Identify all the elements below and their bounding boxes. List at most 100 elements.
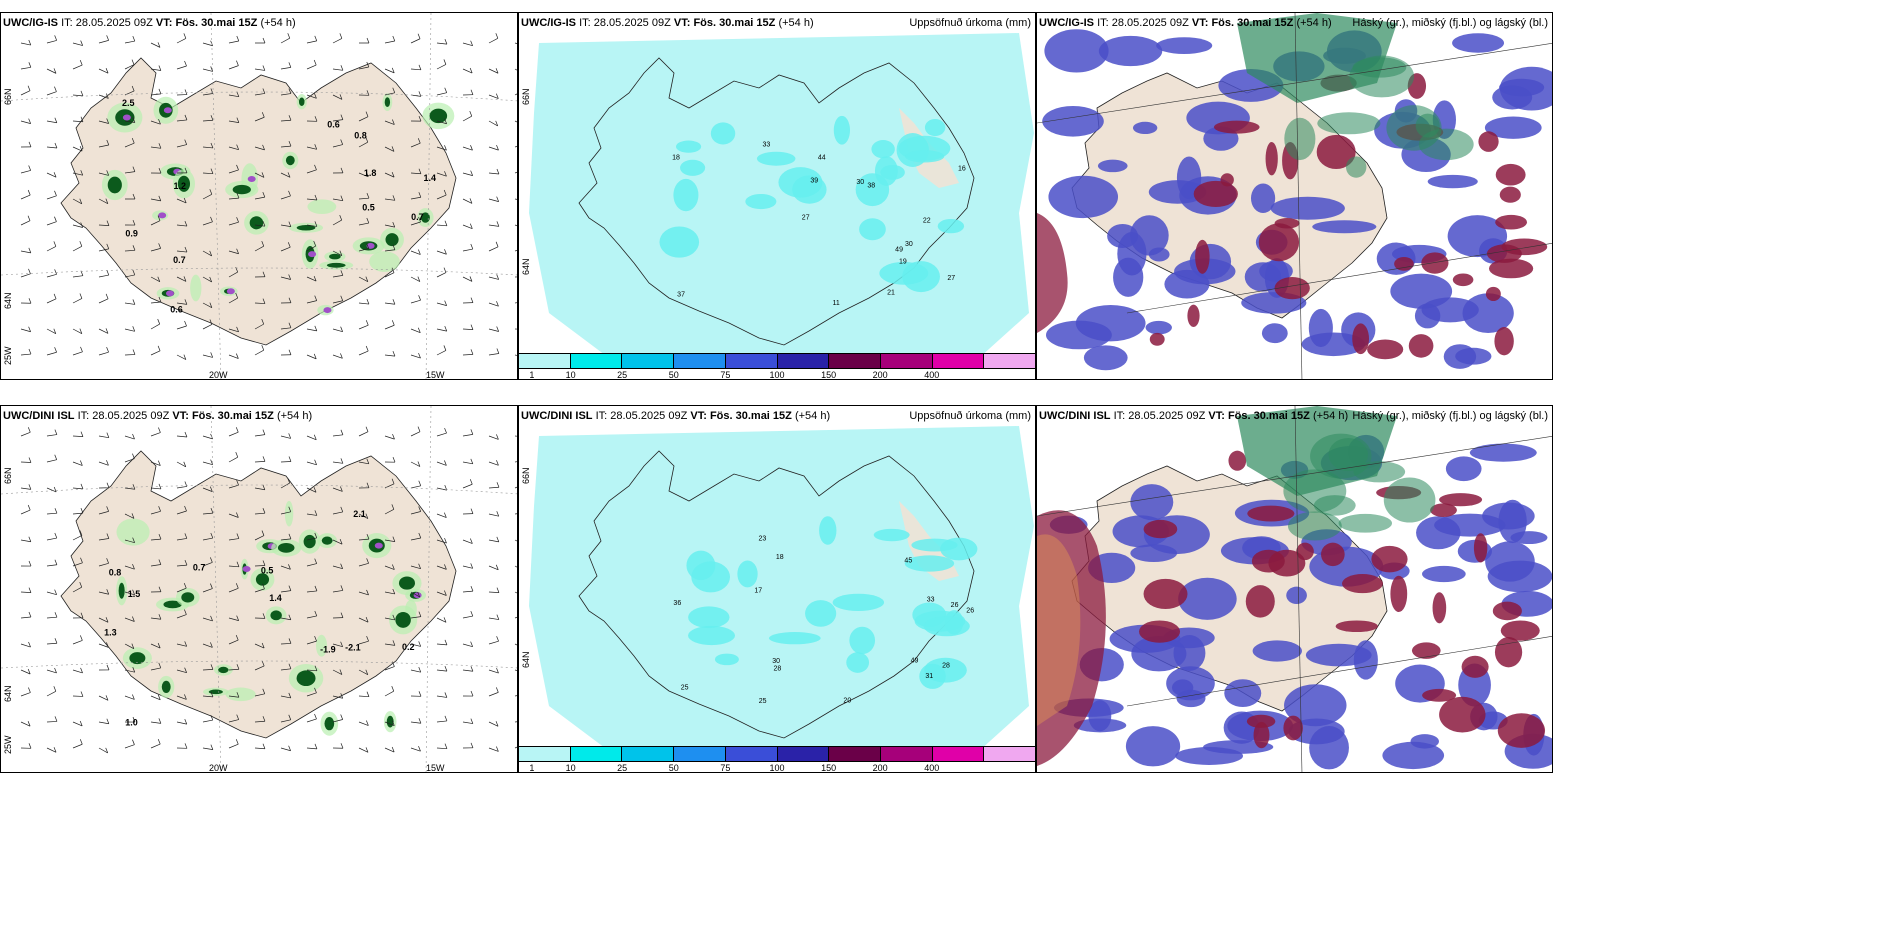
low-cloud bbox=[1175, 747, 1243, 765]
wind-barb-flag bbox=[183, 33, 187, 39]
valid-time: Fös. 30.mai 15Z bbox=[191, 410, 274, 422]
precip-value: 27 bbox=[947, 275, 955, 282]
wind-barb bbox=[228, 146, 239, 150]
wind-barb-flag bbox=[496, 434, 499, 440]
wind-barb-flag bbox=[106, 533, 110, 539]
wind-barb-flag bbox=[418, 532, 422, 539]
wind-barb-flag bbox=[184, 60, 187, 67]
scale-tick-label: 1 bbox=[529, 763, 535, 773]
wind-barb-flag bbox=[496, 196, 499, 202]
lat-label-64: 64N bbox=[521, 651, 531, 668]
wind-barb bbox=[228, 94, 239, 98]
wind-barb bbox=[436, 350, 447, 356]
dark-green-patch bbox=[277, 542, 295, 553]
wind-barb-flag bbox=[391, 171, 395, 178]
wind-barb bbox=[280, 617, 291, 621]
low-cloud bbox=[1452, 33, 1505, 53]
wind-barb-flag bbox=[157, 642, 161, 649]
wind-barb-flag bbox=[470, 508, 474, 514]
wind-barb-flag bbox=[470, 563, 474, 569]
lon-label-25: 25W bbox=[3, 346, 13, 365]
wind-barb bbox=[514, 591, 517, 594]
lat-line-66 bbox=[1, 484, 517, 495]
dark-green-patch bbox=[326, 262, 346, 268]
value-label: 2.1 bbox=[353, 509, 366, 519]
wind-barb bbox=[150, 198, 161, 202]
wind-barb-flag bbox=[79, 739, 83, 745]
wind-barb-flag bbox=[340, 353, 343, 359]
wind-barb bbox=[488, 747, 499, 752]
mid-cloud bbox=[1195, 239, 1210, 274]
wind-barb bbox=[410, 38, 421, 44]
wind-barb-flag bbox=[28, 743, 32, 749]
dark-green-patch bbox=[321, 536, 333, 545]
wind-barb bbox=[462, 42, 473, 47]
wind-barb bbox=[306, 40, 317, 44]
wind-barb-flag bbox=[262, 144, 265, 151]
wind-barb bbox=[20, 721, 31, 727]
wind-barb bbox=[306, 669, 317, 672]
wind-barb-flag bbox=[106, 482, 110, 488]
wind-barb bbox=[280, 482, 290, 489]
wind-barb bbox=[280, 224, 291, 227]
wind-barb bbox=[20, 669, 31, 675]
wind-barb-flag bbox=[469, 67, 473, 74]
wind-barb bbox=[20, 66, 31, 70]
wind-barb bbox=[488, 435, 499, 440]
wind-barb bbox=[228, 197, 239, 200]
wind-barb bbox=[228, 456, 238, 463]
wind-barb bbox=[410, 721, 421, 724]
wind-barb-flag bbox=[262, 37, 266, 44]
wind-barb-flag bbox=[80, 667, 83, 674]
mid-cloud bbox=[1495, 214, 1528, 230]
wind-barb-flag bbox=[54, 347, 57, 353]
wind-barb bbox=[20, 509, 31, 515]
mid-cloud bbox=[1371, 545, 1408, 573]
wind-barb-flag bbox=[28, 298, 32, 304]
wind-barb bbox=[384, 120, 395, 125]
wind-barb bbox=[72, 198, 82, 205]
wind-barb-flag bbox=[444, 537, 447, 544]
wind-barb-flag bbox=[158, 296, 162, 303]
wind-barb-flag bbox=[392, 222, 396, 228]
wind-barb-flag bbox=[261, 319, 265, 325]
low-cloud bbox=[1130, 484, 1174, 521]
wind-barb bbox=[488, 302, 499, 307]
wind-barb-flag bbox=[262, 88, 266, 94]
wind-barb bbox=[176, 250, 187, 253]
wind-barb-flag bbox=[54, 667, 57, 674]
wind-barb-flag bbox=[340, 295, 344, 301]
wind-barb-flag bbox=[418, 746, 421, 752]
wind-barb bbox=[98, 144, 109, 148]
wind-barb-flag bbox=[236, 353, 239, 359]
wind-barb bbox=[436, 194, 447, 200]
wind-barb bbox=[228, 513, 239, 518]
wind-barb-flag bbox=[391, 320, 395, 326]
low-cloud bbox=[1156, 37, 1213, 55]
wind-barb bbox=[280, 119, 291, 122]
precip-value: 33 bbox=[763, 142, 771, 149]
wind-barb-flag bbox=[54, 638, 58, 644]
wind-barb-flag bbox=[236, 60, 239, 66]
wind-barb bbox=[254, 747, 265, 750]
wind-barb-flag bbox=[365, 617, 369, 623]
wind-barb bbox=[176, 325, 187, 330]
wind-barb bbox=[410, 250, 421, 255]
wind-barb-flag bbox=[210, 352, 214, 358]
lon-line bbox=[1294, 13, 1303, 379]
wind-barb bbox=[228, 617, 239, 621]
wind-barb-flag bbox=[288, 297, 292, 303]
low-cloud bbox=[1510, 531, 1548, 545]
model-name: UWC/IG-IS bbox=[1039, 17, 1094, 29]
wind-barb-flag bbox=[392, 614, 396, 621]
wind-barb bbox=[436, 302, 447, 306]
dark-green-patch bbox=[255, 573, 270, 586]
wind-barb bbox=[384, 40, 395, 44]
wind-barb-flag bbox=[54, 508, 58, 514]
wind-barb bbox=[124, 539, 135, 544]
wind-barb bbox=[72, 245, 82, 252]
wind-barb bbox=[254, 68, 265, 71]
wind-barb bbox=[124, 171, 135, 174]
precip-value: 17 bbox=[754, 588, 762, 595]
mid-cloud bbox=[1439, 696, 1486, 733]
